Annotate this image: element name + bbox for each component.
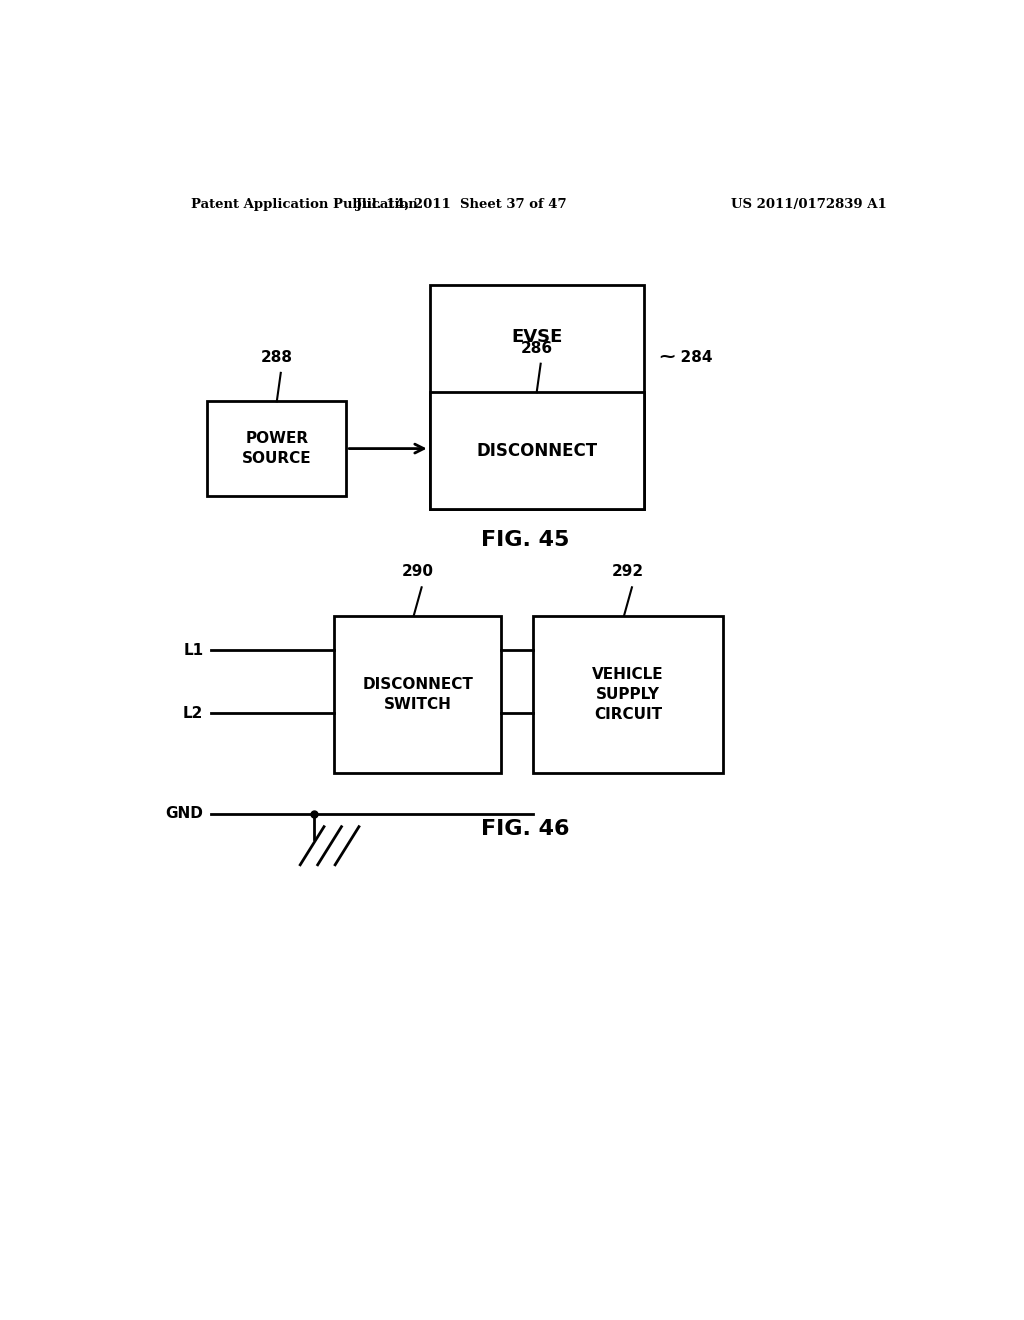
Text: FIG. 45: FIG. 45 — [480, 529, 569, 549]
Text: POWER
SOURCE: POWER SOURCE — [242, 432, 311, 466]
Text: EVSE: EVSE — [511, 327, 562, 346]
Text: US 2011/0172839 A1: US 2011/0172839 A1 — [731, 198, 887, 211]
Text: FIG. 46: FIG. 46 — [480, 820, 569, 840]
Text: VEHICLE
SUPPLY
CIRCUIT: VEHICLE SUPPLY CIRCUIT — [592, 667, 664, 722]
Text: DISCONNECT: DISCONNECT — [476, 442, 597, 459]
Text: Patent Application Publication: Patent Application Publication — [191, 198, 418, 211]
Text: L2: L2 — [183, 706, 204, 721]
Text: 286: 286 — [520, 341, 553, 355]
Bar — [207, 401, 346, 496]
Bar — [532, 615, 723, 774]
Bar — [430, 392, 644, 510]
Text: L1: L1 — [183, 643, 204, 657]
Text: 290: 290 — [401, 564, 434, 579]
Text: 292: 292 — [612, 564, 644, 579]
Text: Jul. 14, 2011  Sheet 37 of 47: Jul. 14, 2011 Sheet 37 of 47 — [356, 198, 566, 211]
Text: 288: 288 — [261, 350, 293, 364]
Text: ⁓ 284: ⁓ 284 — [659, 350, 713, 364]
Bar — [430, 285, 644, 510]
Text: DISCONNECT
SWITCH: DISCONNECT SWITCH — [362, 677, 473, 711]
Text: GND: GND — [166, 807, 204, 821]
Bar — [334, 615, 501, 774]
